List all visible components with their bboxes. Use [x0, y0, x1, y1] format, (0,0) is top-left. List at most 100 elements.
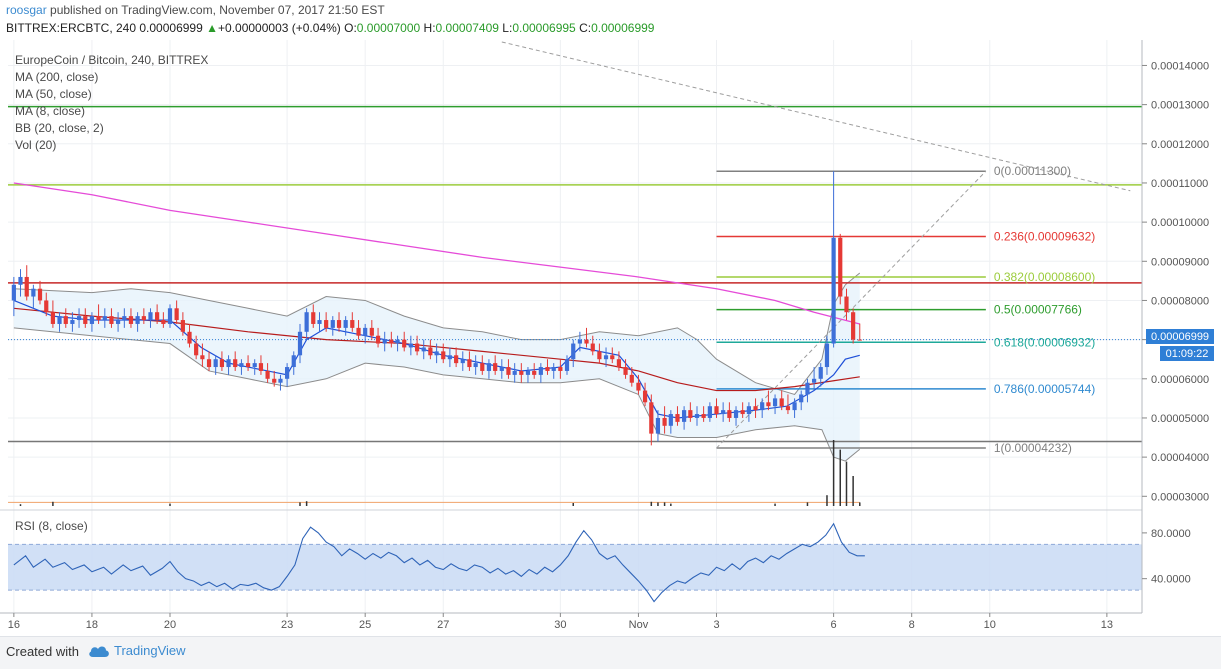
last-price-badge: 0.00006999 [1151, 331, 1209, 343]
rsi-line [13, 522, 865, 603]
fib-level-label: 0.5(0.00007766) [994, 303, 1082, 317]
time-tick-label: 16 [8, 619, 20, 631]
candle-body [311, 312, 316, 324]
candle-body [721, 410, 726, 415]
candle-body [109, 316, 114, 324]
candle-body [682, 410, 687, 422]
dashed-trendline [501, 41, 1131, 192]
candle-body [278, 378, 283, 383]
price-tick-label: 0.00004000 [1151, 452, 1209, 464]
time-tick-label: 27 [437, 619, 449, 631]
candle-body [811, 378, 817, 383]
candle-body [779, 398, 784, 407]
candle-body [414, 343, 420, 352]
candle-body [96, 316, 101, 321]
countdown-badge-bg [1160, 346, 1214, 361]
candle-body [291, 355, 296, 368]
candle-body [324, 320, 329, 328]
cloud-icon [89, 646, 109, 657]
candle-body [258, 363, 264, 371]
legend-rsi: RSI (8, close) [15, 519, 88, 533]
candle-body [512, 370, 517, 375]
created-with-label: Created with [6, 644, 79, 659]
legend: EuropeCoin / Bitcoin, 240, BITTREX MA (2… [15, 53, 208, 533]
legend-ma8: MA (8, close) [15, 104, 85, 118]
candle-body [356, 327, 361, 336]
candle-body [382, 339, 387, 344]
fib-level-label: 0.786(0.00005744) [994, 382, 1095, 396]
fib-level-label: 0.618(0.00006932) [994, 335, 1095, 349]
candle-body [11, 284, 16, 301]
candle-body [285, 367, 290, 379]
fib-level-label: 0(0.00011300) [994, 164, 1071, 178]
candle-body [441, 351, 446, 360]
candle-body [714, 406, 719, 415]
candle-body [174, 308, 179, 321]
candle-body [363, 327, 368, 336]
candle-body [18, 276, 23, 285]
candle-body [402, 339, 407, 348]
fibonacci-retracement[interactable]: 0(0.00011300) 0.236(0.00009632) 0.382(0.00… [716, 164, 1096, 455]
time-tick-label: 20 [164, 619, 176, 631]
change-arrow-icon: ▲ [206, 21, 219, 35]
candle-body [115, 320, 121, 324]
candle-body [649, 402, 654, 434]
time-tick-label: 25 [359, 619, 371, 631]
countdown-badge: 01:09:22 [1166, 348, 1209, 360]
candle-body [603, 355, 609, 360]
candle-body [421, 347, 426, 352]
candle-body [551, 367, 556, 371]
candle-body [538, 367, 543, 375]
trendline[interactable] [501, 41, 1131, 192]
candle-body [44, 300, 49, 313]
candle-body [102, 316, 107, 321]
time-tick-label: Nov [629, 619, 649, 631]
low-label: L: [502, 21, 513, 35]
open-value: 0.00007000 [356, 21, 421, 35]
candle-body [467, 359, 472, 368]
legend-bb: BB (20, close, 2) [15, 121, 104, 135]
last-price-badge-bg [1146, 329, 1214, 344]
horizontal-lines[interactable] [8, 105, 1142, 443]
close-label: C: [579, 21, 592, 35]
candle-body [336, 320, 342, 328]
candle-body [851, 312, 856, 340]
chart-title: EuropeCoin / Bitcoin, 240, BITTREX [15, 53, 208, 67]
fib-level-label: 1(0.00004232) [994, 441, 1072, 455]
bb-fill [13, 273, 860, 462]
ma50-line [13, 307, 860, 392]
bollinger-bands [13, 272, 861, 462]
candle-body [70, 320, 75, 324]
price-badges: 0.00006999 01:09:22 [1146, 329, 1214, 361]
candle-body [571, 343, 576, 360]
publish-info: roosgar published on TradingView.com, No… [6, 3, 385, 17]
candle-body [389, 339, 394, 344]
candle-body [857, 339, 862, 341]
candle-body [76, 316, 82, 321]
high-value: 0.00007409 [435, 21, 499, 35]
candle-body [597, 351, 602, 360]
tradingview-logo[interactable]: TradingView [88, 642, 186, 658]
price-chart[interactable]: 0(0.00011300) 0.236(0.00009632) 0.382(0.00… [0, 40, 1221, 636]
time-tick-label: 30 [554, 619, 566, 631]
time-tick-label: 18 [86, 619, 98, 631]
candle-body [447, 355, 452, 360]
candle-body [733, 410, 739, 418]
author-name[interactable]: roosgar [6, 3, 47, 17]
published-text: published on TradingView.com, November 0… [46, 3, 385, 17]
candle-body [122, 316, 127, 321]
rsi-pane [0, 509, 1142, 603]
candle-body [824, 343, 830, 368]
candle-body [805, 382, 810, 395]
candle-body [558, 367, 563, 371]
candle-body [844, 296, 849, 313]
candle-body [187, 331, 192, 344]
candle-body [642, 390, 648, 403]
candle-body [766, 402, 771, 407]
candle-body [564, 359, 570, 371]
price-tick-label: 0.00011000 [1151, 178, 1208, 190]
candle-body [590, 343, 595, 352]
price-tick-label: 0.00005000 [1151, 413, 1209, 425]
fib-level-label: 0.236(0.00009632) [994, 230, 1095, 244]
candle-body [675, 414, 680, 422]
